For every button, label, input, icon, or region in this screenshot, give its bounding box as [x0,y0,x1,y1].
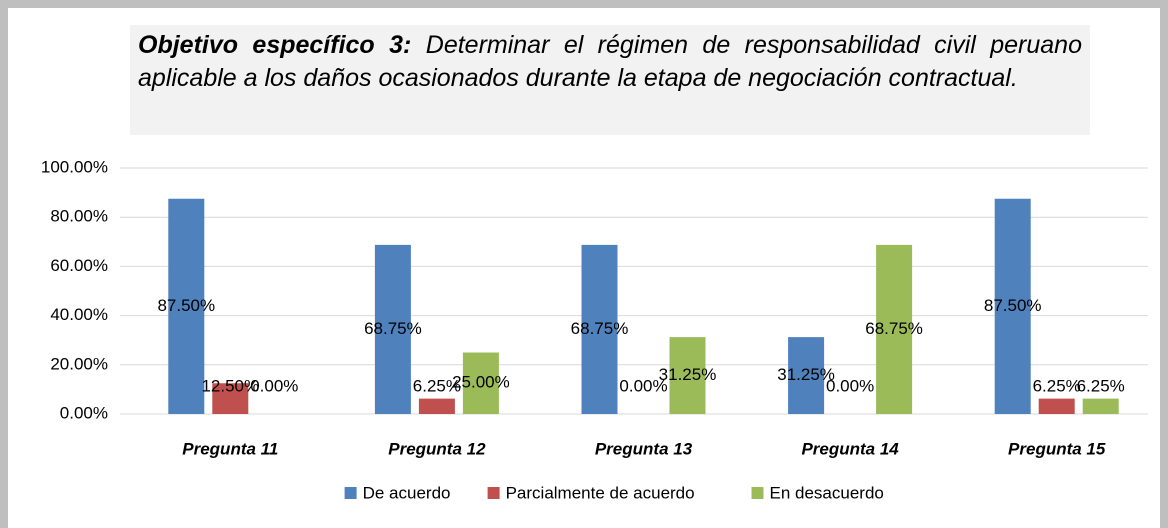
bar [788,337,825,414]
data-label: 0.00% [826,376,874,395]
bar [462,352,499,414]
chart-title: Objetivo específico 3: Determinar el rég… [130,25,1090,135]
legend-swatch [751,487,764,499]
title-lead: Objetivo específico 3: [138,31,412,59]
x-tick-label: Pregunta 14 [801,439,899,458]
y-tick-label: 40.00% [50,305,108,324]
bar [669,337,706,414]
bar [1038,398,1075,414]
bar [374,244,411,414]
data-label: 31.25% [777,365,835,384]
y-tick-label: 0.00% [60,403,108,422]
data-label: 31.25% [659,365,717,384]
data-label: 12.50% [201,376,259,395]
data-label: 0.00% [619,376,667,395]
x-tick-label: Pregunta 13 [595,439,693,458]
data-label: 68.75% [865,319,923,338]
data-label: 0.00% [250,376,298,395]
legend-swatch [344,487,357,499]
y-tick-label: 80.00% [50,207,108,226]
bar [212,383,249,414]
data-label: 87.50% [984,296,1042,315]
x-tick-label: Pregunta 12 [388,439,486,458]
data-label: 6.25% [1033,376,1081,395]
legend-label: De acuerdo [363,483,451,502]
data-label: 68.75% [571,319,629,338]
bar [581,244,618,414]
bar [994,198,1031,414]
data-label: 87.50% [157,296,215,315]
legend-label: Parcialmente de acuerdo [506,483,695,502]
data-label: 68.75% [364,319,422,338]
bar [876,244,913,414]
x-tick-label: Pregunta 15 [1008,439,1106,458]
bar [418,398,455,414]
data-label: 6.25% [1077,376,1125,395]
data-label: 6.25% [413,376,461,395]
bar [168,198,205,414]
y-tick-label: 60.00% [50,256,108,275]
y-tick-label: 20.00% [50,354,108,373]
x-tick-label: Pregunta 11 [182,439,278,458]
bar [1082,398,1119,414]
data-label: 25.00% [452,373,510,392]
y-tick-label: 100.00% [41,157,108,176]
title-text: Determinar el régimen de responsabilidad… [138,31,1082,92]
legend-label: En desacuerdo [770,483,884,502]
legend-swatch [487,487,500,499]
